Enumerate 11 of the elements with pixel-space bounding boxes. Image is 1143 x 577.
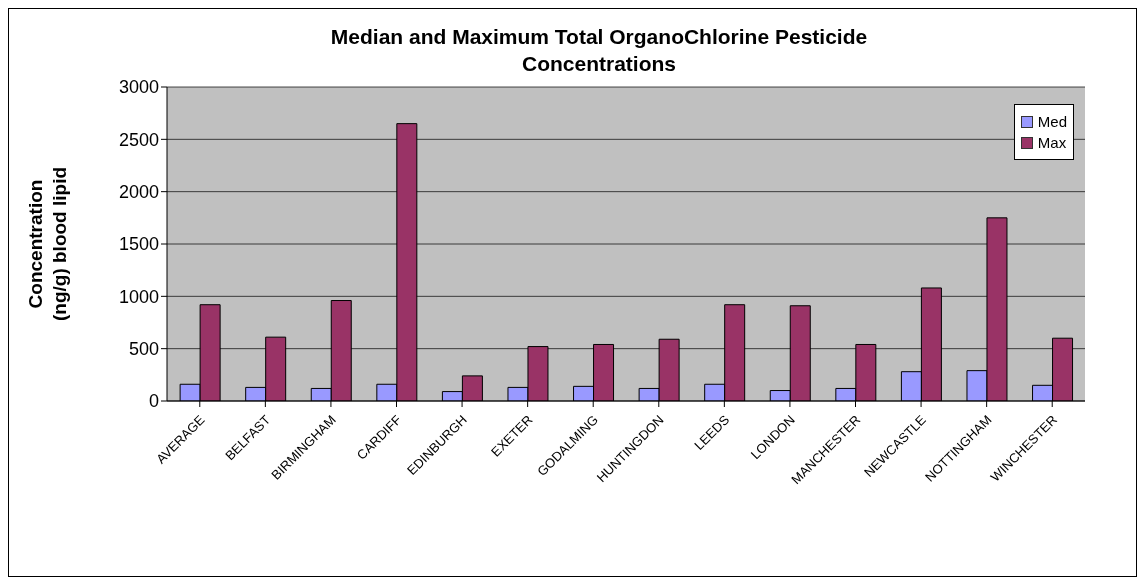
y-tick-label: 0 [148, 391, 159, 412]
y-axis-title: Concentration (ng/g) blood lipid [25, 166, 70, 322]
y-tick-label: 3000 [118, 77, 159, 98]
y-tick-label: 1500 [118, 234, 159, 255]
legend-label: Max [1037, 134, 1067, 151]
y-tick-label: 1000 [118, 286, 159, 307]
y-tick-label: 500 [128, 339, 159, 360]
y-tick-label: 2500 [118, 129, 159, 150]
legend-label: Med [1037, 113, 1067, 130]
chart-title: Median and Maximum Total OrganoChlorine Pesticide Concentrations [329, 24, 869, 77]
y-tick-label: 2000 [118, 182, 159, 203]
